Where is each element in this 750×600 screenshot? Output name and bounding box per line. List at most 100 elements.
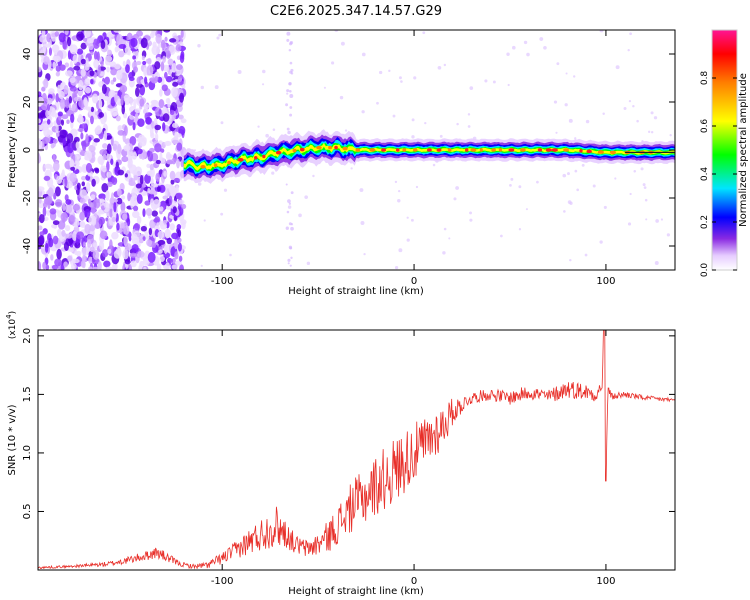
heatmap-noise-cell (98, 99, 103, 110)
heatmap-speckle (410, 218, 414, 222)
heatmap-noise-cell (121, 104, 126, 115)
heatmap-noise-cell (39, 35, 48, 43)
heatmap-noise-cell (88, 42, 94, 51)
heatmap-speckle (339, 95, 344, 100)
heatmap-noise-cell (69, 247, 74, 253)
heatmap-noise-cell (99, 71, 105, 77)
heatmap-streak (285, 226, 289, 230)
heatmap-peak-cell (292, 148, 297, 153)
heatmap-speckle (615, 65, 620, 70)
heatmap-noise-cell (64, 30, 69, 36)
heatmap-streak (290, 226, 294, 231)
heatmap-noise-cell (39, 231, 45, 236)
heatmap-noise-cell (145, 116, 152, 125)
heatmap-noise-cell (53, 161, 60, 172)
heatmap-noise-cell (164, 36, 168, 42)
heatmap-noise-cell (92, 249, 100, 260)
heatmap-noise-cell (76, 48, 84, 55)
heatmap-noise-cell (91, 215, 97, 226)
heatmap-noise-cell (166, 237, 173, 245)
snr-y-tick-label: 0.5 (22, 504, 33, 520)
heatmap-noise-cell (46, 209, 51, 216)
heatmap-noise-cell (106, 171, 112, 178)
heatmap-speckle (599, 240, 603, 244)
heatmap-noise-cell (68, 215, 75, 225)
heatmap-noise-cell (74, 250, 78, 256)
heatmap-noise-cell (45, 110, 49, 118)
heatmap-noise-cell (131, 151, 137, 160)
heatmap-noise-cell (56, 175, 63, 185)
heatmap-noise-cell (122, 249, 129, 260)
heatmap-noise-cell (134, 108, 141, 114)
heatmap-data-layer (38, 30, 675, 270)
heatmap-noise-cell (38, 139, 43, 150)
heatmap-peak-cell (213, 163, 218, 168)
heatmap-noise-cell (64, 175, 68, 187)
heatmap-noise-cell (66, 133, 74, 144)
heatmap-noise-cell (91, 178, 96, 187)
heatmap-noise-cell (106, 143, 112, 155)
heatmap-peak-cell (579, 149, 583, 153)
heatmap-speckle (272, 128, 276, 131)
heatmap-noise-cell (123, 125, 128, 136)
heatmap-speckle (229, 253, 232, 257)
heatmap-speckle (360, 220, 365, 225)
heatmap-noise-cell (48, 237, 54, 248)
heatmap-noise-cell (54, 31, 60, 37)
heatmap-speckle (510, 177, 514, 181)
heatmap-noise-cell (69, 158, 75, 168)
heatmap-streak (288, 48, 292, 52)
heatmap-noise-cell (143, 266, 147, 270)
heatmap-noise-cell (159, 206, 164, 212)
heatmap-noise-cell (88, 144, 96, 153)
heatmap-noise-cell (169, 38, 177, 43)
heatmap-noise-cell (176, 142, 183, 151)
heatmap-speckle (500, 234, 503, 238)
heatmap-speckle (197, 182, 202, 186)
heatmap-noise-cell (89, 70, 95, 77)
heatmap-speckle (567, 172, 570, 176)
heatmap-peak-cell (200, 165, 206, 169)
heatmap-peak-cell (545, 148, 553, 152)
heatmap-noise-cell (99, 230, 108, 240)
heatmap-noise-cell (67, 142, 74, 154)
heatmap-noise-cell (111, 177, 118, 186)
heatmap-noise-cell (46, 33, 51, 43)
heatmap-speckle (526, 52, 530, 57)
heatmap-noise-cell (181, 221, 186, 230)
heatmap-noise-cell (148, 227, 153, 236)
heatmap-noise-cell (46, 103, 51, 112)
heatmap-noise-cell (54, 199, 63, 208)
heatmap-noise-cell (94, 111, 99, 116)
heatmap-noise-cell (54, 186, 61, 197)
heatmap-noise-cell (72, 104, 76, 112)
heatmap-speckle (509, 183, 512, 187)
heatmap-noise-cell (65, 97, 70, 109)
heatmap-noise-cell (121, 195, 126, 200)
heatmap-noise-cell (133, 222, 141, 231)
heatmap-noise-cell (162, 219, 168, 224)
heatmap-speckle (388, 69, 391, 73)
heatmap-noise-cell (72, 204, 80, 211)
heatmap-noise-cell (70, 263, 77, 270)
heatmap-noise-cell (45, 264, 50, 270)
heatmap-speckle (312, 174, 315, 178)
heatmap-speckle (376, 101, 379, 105)
heatmap-noise-cell (162, 64, 170, 72)
heatmap-noise-cell (38, 106, 43, 111)
heatmap-noise-cell (158, 249, 163, 254)
heatmap-noise-cell (163, 244, 168, 255)
heatmap-noise-cell (181, 203, 187, 210)
heatmap-noise-cell (85, 182, 91, 193)
heatmap-noise-cell (123, 225, 130, 235)
heatmap-speckle (442, 251, 446, 255)
heatmap-noise-cell (79, 211, 86, 221)
heatmap-speckle (439, 134, 443, 138)
heatmap-noise-cell (162, 113, 170, 122)
heatmap-speckle (562, 173, 567, 178)
heatmap-speckle (424, 121, 427, 125)
chart-title: C2E6.2025.347.14.57.G29 (270, 4, 442, 19)
heatmap-noise-cell (116, 69, 123, 81)
heatmap-speckle (265, 133, 269, 138)
heatmap-speckle (564, 103, 568, 107)
